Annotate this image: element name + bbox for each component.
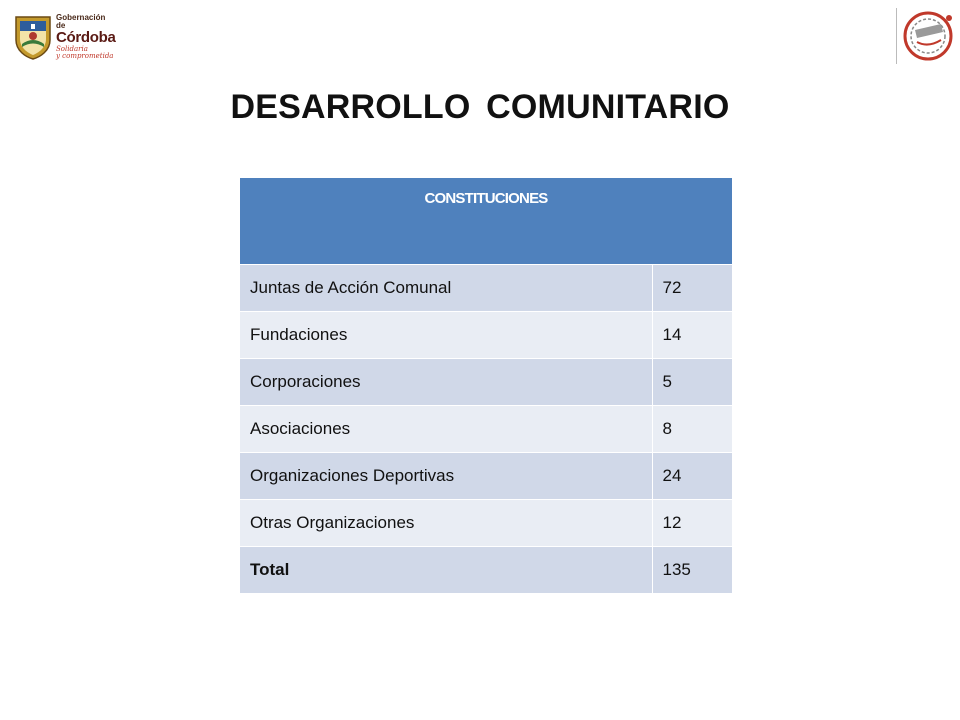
logo-line-3: Solidaria bbox=[56, 45, 88, 53]
table-row: Organizaciones Deportivas 24 bbox=[240, 451, 732, 499]
row-label: Corporaciones bbox=[240, 357, 653, 405]
total-label: Total bbox=[240, 545, 653, 593]
total-value: 135 bbox=[652, 545, 732, 593]
row-label: Asociaciones bbox=[240, 404, 653, 452]
gobernacion-wordmark: Gobernación de Córdoba Solidaria y compr… bbox=[56, 14, 116, 60]
constituciones-table: CONSTITUCIONES Juntas de Acción Comunal … bbox=[240, 178, 732, 593]
row-value: 5 bbox=[652, 357, 732, 405]
row-label: Organizaciones Deportivas bbox=[240, 451, 653, 499]
table-row: Corporaciones 5 bbox=[240, 357, 732, 405]
row-label: Fundaciones bbox=[240, 310, 653, 358]
coat-of-arms-icon bbox=[14, 14, 52, 60]
page-title: DESARROLLO COMUNITARIO bbox=[230, 88, 730, 126]
row-label: Juntas de Acción Comunal bbox=[240, 263, 653, 311]
row-value: 72 bbox=[652, 263, 732, 311]
table-row: Fundaciones 14 bbox=[240, 310, 732, 358]
row-value: 12 bbox=[652, 498, 732, 546]
row-value: 24 bbox=[652, 451, 732, 499]
table-row: Juntas de Acción Comunal 72 bbox=[240, 263, 732, 311]
gobernacion-logo: Gobernación de Córdoba Solidaria y compr… bbox=[14, 12, 116, 62]
logo-line-2: Córdoba bbox=[56, 29, 116, 46]
table-total-row: Total 135 bbox=[240, 545, 732, 593]
logo-line-1: Gobernación de bbox=[56, 13, 106, 30]
table-header: CONSTITUCIONES bbox=[240, 178, 732, 264]
row-value: 14 bbox=[652, 310, 732, 358]
row-value: 8 bbox=[652, 404, 732, 452]
row-label: Otras Organizaciones bbox=[240, 498, 653, 546]
calidad-seal bbox=[896, 8, 955, 64]
table-row: Asociaciones 8 bbox=[240, 404, 732, 452]
table-row: Otras Organizaciones 12 bbox=[240, 498, 732, 546]
logo-line-4: y comprometida bbox=[56, 52, 114, 60]
